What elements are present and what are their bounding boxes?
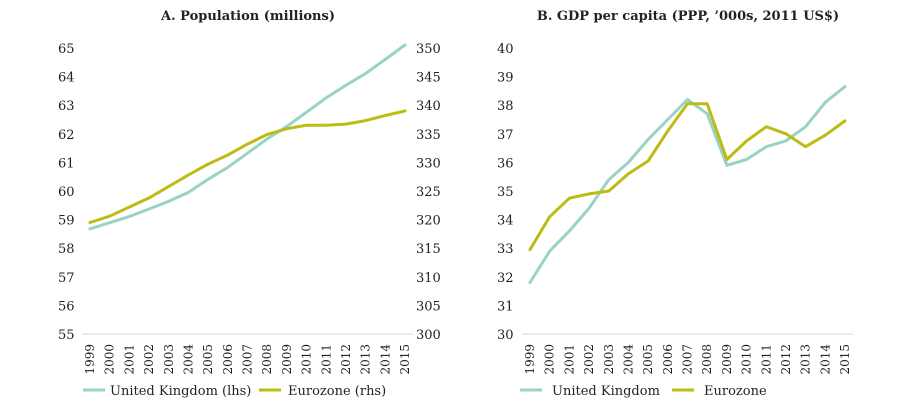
- x-tick-label: 2011: [319, 344, 333, 375]
- x-tick-label: 2004: [621, 344, 635, 375]
- x-tick-label: 2000: [103, 344, 117, 375]
- y-left-tick-label: 59: [58, 214, 75, 229]
- legend-label: United Kingdom: [552, 384, 660, 399]
- x-tick-label: 2006: [221, 344, 235, 375]
- legend-label: Eurozone: [704, 384, 767, 399]
- x-tick-label: 2012: [339, 344, 353, 375]
- y-left-tick-label: 61: [58, 156, 75, 171]
- x-tick-label: 2002: [582, 344, 596, 375]
- y-right-tick-label: 310: [416, 271, 441, 286]
- y-left-tick-label: 58: [58, 242, 75, 257]
- x-tick-label: 2006: [661, 344, 675, 375]
- y-tick-label: 39: [497, 71, 514, 86]
- x-tick-label: 2000: [543, 344, 557, 375]
- y-right-tick-label: 300: [416, 328, 441, 343]
- x-tick-label: 2011: [759, 344, 773, 375]
- x-tick-label: 2004: [181, 344, 195, 375]
- y-left-tick-label: 56: [58, 299, 75, 314]
- x-tick-label: 2014: [818, 344, 832, 375]
- y-left-tick-label: 64: [58, 71, 75, 86]
- x-tick-label: 2010: [300, 344, 314, 375]
- series-line-eurozone: [528, 102, 847, 252]
- x-tick-label: 2008: [260, 344, 274, 375]
- x-tick-label: 2008: [700, 344, 714, 375]
- legend-label: United Kingdom (lhs): [110, 384, 251, 399]
- y-right-tick-label: 345: [416, 71, 441, 86]
- y-right-tick-label: 335: [416, 128, 441, 143]
- y-tick-label: 32: [497, 271, 514, 286]
- y-left-tick-label: 65: [58, 42, 75, 57]
- x-tick-label: 2014: [378, 344, 392, 375]
- x-tick-label: 2002: [142, 344, 156, 375]
- x-tick-label: 2009: [720, 344, 734, 375]
- x-tick-label: 2013: [359, 344, 373, 375]
- y-right-tick-label: 320: [416, 214, 441, 229]
- y-left-tick-label: 55: [58, 328, 75, 343]
- x-tick-label: 2003: [162, 344, 176, 375]
- y-tick-label: 33: [497, 242, 514, 257]
- x-tick-label: 2007: [681, 344, 695, 375]
- x-tick-label: 1999: [523, 344, 537, 375]
- x-tick-label: 2013: [799, 344, 813, 375]
- x-tick-label: 2001: [562, 344, 576, 375]
- y-right-tick-label: 325: [416, 185, 441, 200]
- legend-label: Eurozone (rhs): [288, 384, 386, 399]
- x-tick-label: 2015: [838, 344, 852, 375]
- y-right-tick-label: 315: [416, 242, 441, 257]
- chart-title: B. GDP per capita (PPP, ’000s, 2011 US$): [537, 9, 839, 24]
- chart-title: A. Population (millions): [160, 9, 335, 24]
- series-line-eurozone: [88, 109, 407, 224]
- y-tick-label: 35: [497, 185, 514, 200]
- y-right-tick-label: 305: [416, 299, 441, 314]
- x-tick-label: 2015: [398, 344, 412, 375]
- x-tick-label: 2009: [280, 344, 294, 375]
- x-tick-label: 2010: [740, 344, 754, 375]
- y-right-tick-label: 350: [416, 42, 441, 57]
- x-tick-label: 2005: [201, 344, 215, 375]
- y-right-tick-label: 340: [416, 99, 441, 114]
- y-tick-label: 31: [497, 299, 514, 314]
- x-tick-label: 2001: [122, 344, 136, 375]
- y-tick-label: 36: [497, 156, 514, 171]
- series-line-united-kingdom: [88, 43, 407, 231]
- x-tick-label: 2007: [241, 344, 255, 375]
- y-tick-label: 34: [497, 214, 514, 229]
- x-tick-label: 2005: [641, 344, 655, 375]
- y-tick-label: 38: [497, 99, 514, 114]
- y-tick-label: 30: [497, 328, 514, 343]
- x-tick-label: 2012: [779, 344, 793, 375]
- series-line-united-kingdom: [528, 85, 847, 284]
- y-left-tick-label: 57: [58, 271, 75, 286]
- y-tick-label: 40: [497, 42, 514, 57]
- y-tick-label: 37: [497, 128, 514, 143]
- y-left-tick-label: 60: [58, 185, 75, 200]
- y-right-tick-label: 330: [416, 156, 441, 171]
- y-left-tick-label: 62: [58, 128, 75, 143]
- x-tick-label: 1999: [83, 344, 97, 375]
- x-tick-label: 2003: [602, 344, 616, 375]
- y-left-tick-label: 63: [58, 99, 75, 114]
